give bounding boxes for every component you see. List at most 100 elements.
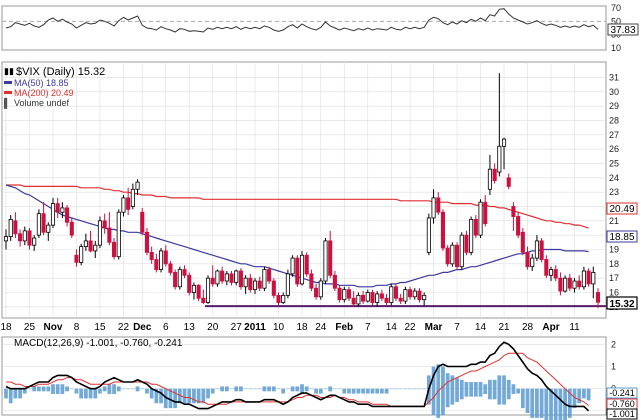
price-axis-tick-label: 23 [609, 187, 619, 197]
candle-body [290, 257, 295, 275]
macd-histogram-bar [544, 388, 549, 420]
macd-histogram-bar [121, 388, 126, 390]
rsi-last-value: 37.83 [610, 25, 635, 36]
macd-histogram-bar [535, 388, 539, 418]
date-axis-tick-label: Feb [335, 322, 353, 333]
date-axis-tick-label: 10 [273, 322, 285, 333]
macd-histogram-bar [234, 386, 239, 392]
candle-body [243, 277, 248, 288]
candle-body [497, 145, 502, 173]
candle-body [281, 294, 286, 303]
candle-body [501, 138, 507, 147]
candle-body [149, 251, 154, 260]
macd-histogram-bar [525, 388, 530, 413]
macd-histogram-bar [224, 386, 229, 392]
candle-body [93, 244, 98, 252]
price-axis-tick-label: 29 [609, 101, 619, 111]
date-axis-tick-label: 28 [522, 322, 534, 333]
date-axis-tick-label: Mar [425, 322, 443, 333]
date-axis-tick-label: 13 [184, 322, 196, 333]
macd-histogram-bar [74, 388, 79, 394]
ma200-value-box [606, 202, 638, 215]
candle-body [445, 247, 450, 265]
macd-histogram-bar [271, 386, 276, 392]
macd-histogram-bar [206, 388, 210, 399]
macd-histogram-bar [187, 388, 192, 404]
candle-body [187, 274, 192, 293]
macd-histogram-bar [286, 388, 290, 390]
candle-body [285, 273, 290, 296]
date-axis-tick-label: Dec [133, 322, 152, 333]
macd-histogram-bar [159, 388, 163, 404]
macd-histogram-bar [342, 388, 347, 394]
macd-histogram-bar [173, 388, 178, 409]
candle-body [41, 213, 46, 233]
candle-body [267, 269, 272, 282]
candle-body [328, 240, 333, 276]
macd-histogram-bar [389, 388, 394, 390]
candle-body [224, 273, 229, 282]
macd-hist-box [606, 387, 638, 399]
candle-body [163, 250, 168, 265]
ma50-swatch [4, 81, 12, 84]
ma200-swatch [4, 91, 12, 94]
candle-body [83, 240, 88, 248]
price-axis-tick-label: 25 [609, 158, 619, 168]
macd-histogram-bar [337, 388, 342, 390]
candle-body [492, 168, 497, 182]
macd-histogram-bar [79, 388, 84, 399]
macd-histogram-bar [27, 388, 32, 390]
date-axis-tick-label: 8 [74, 322, 80, 333]
date-axis-tick-label: 27 [231, 322, 243, 333]
candle-body [591, 272, 596, 285]
candle-body [191, 284, 196, 293]
candle-body [69, 221, 74, 236]
rsi-panel: 10305070 37.83 [1, 3, 639, 53]
macd-histogram-bar [69, 388, 74, 390]
candlesticks [3, 73, 601, 309]
macd-histogram-bar [201, 388, 206, 404]
price-axis-tick-label: 19 [609, 244, 619, 254]
macd-histogram-bar [497, 375, 502, 405]
candle-body [238, 270, 243, 288]
date-axis-tick-label: 14 [386, 322, 398, 333]
macd-histogram-bar [257, 388, 262, 390]
candle-body [196, 284, 201, 299]
candle-body [271, 280, 276, 296]
macd-histogram-bar [304, 386, 309, 392]
candle-body [304, 254, 309, 275]
macd-histogram-bar [83, 388, 88, 399]
candle-body [558, 277, 563, 292]
candle-body [408, 289, 413, 298]
rsi-frame [1, 5, 607, 51]
candle-body [595, 292, 601, 303]
macd-line [5, 341, 590, 412]
candle-body [412, 290, 417, 298]
macd-value: -1.001 [609, 409, 635, 419]
macd-histogram-bar [370, 388, 375, 394]
macd-histogram-bar [417, 388, 422, 390]
rsi-line [5, 8, 599, 33]
macd-histogram-bar [441, 366, 445, 416]
candle-body [356, 294, 361, 305]
macd-histogram-bar [32, 386, 37, 392]
macd-histogram-bar [455, 377, 459, 402]
macd-histogram-bar [281, 388, 286, 394]
candle-body [102, 220, 107, 229]
macd-histogram-bar [248, 388, 253, 390]
last-price-value: 15.32 [609, 299, 634, 310]
date-axis-tick-label: 18 [0, 322, 12, 333]
macd-histogram-bar [177, 388, 182, 404]
macd-histogram-bar [582, 388, 586, 399]
macd-histogram-bar [553, 388, 558, 420]
date-axis-tick-label: 6 [163, 322, 169, 333]
candle-body [32, 237, 37, 246]
macd-histogram-bar [516, 388, 521, 394]
candle-body [177, 269, 182, 288]
candle-body [248, 277, 253, 291]
macd-histogram-bar [549, 388, 553, 420]
candle-body [168, 263, 173, 273]
macd-histogram-bar [492, 379, 497, 400]
candle-body [332, 274, 337, 289]
